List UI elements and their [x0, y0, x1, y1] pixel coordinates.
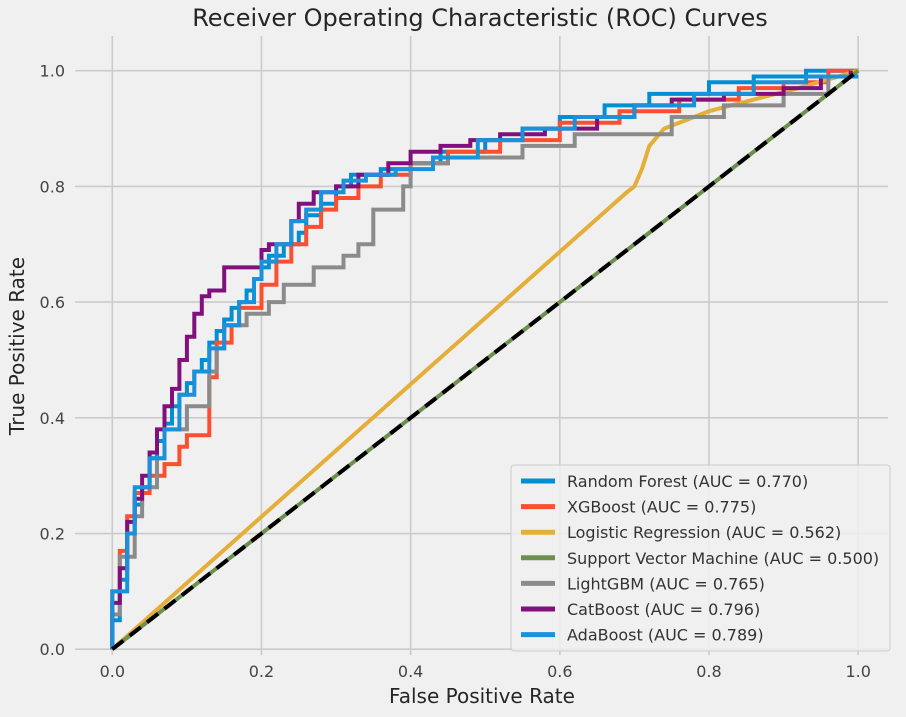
- legend: Random Forest (AUC = 0.770) XGBoost (AUC …: [510, 464, 891, 652]
- tick-labels: 0.0 0.2 0.4 0.6 0.8 1.0 0.0 0.2 0.4 0.6 0.8 1.0: [40, 62, 871, 681]
- series-line-5: [110, 74, 859, 650]
- legend-label-1: Random Forest (AUC = 0.770): [567, 472, 808, 491]
- reference-diagonal: [111, 69, 860, 651]
- legend-label-3: Logistic Regression (AUC = 0.562): [567, 523, 841, 542]
- x-axis-label: False Positive Rate: [389, 684, 575, 708]
- x-tick-label: 1.0: [845, 662, 870, 681]
- y-tick-label: 0.2: [40, 525, 65, 544]
- chart-title: Receiver Operating Characteristic (ROC) …: [192, 4, 768, 32]
- legend-box: [510, 464, 891, 652]
- y-tick-label: 0.6: [40, 293, 65, 312]
- legend-label-2: XGBoost (AUC = 0.775): [567, 498, 756, 517]
- y-tick-label: 0.8: [40, 177, 65, 196]
- legend-label-7: AdaBoost (AUC = 0.789): [567, 626, 764, 645]
- legend-label-4: Support Vector Machine (AUC = 0.500): [567, 549, 879, 568]
- x-tick-label: 0.2: [249, 662, 274, 681]
- x-tick-label: 0.6: [547, 662, 572, 681]
- legend-label-5: LightGBM (AUC = 0.765): [567, 574, 765, 593]
- series-line-7: [110, 74, 859, 650]
- y-tick-label: 1.0: [40, 62, 65, 81]
- x-tick-label: 0.0: [100, 662, 125, 681]
- y-tick-label: 0.4: [40, 409, 65, 428]
- x-tick-label: 0.4: [398, 662, 423, 681]
- legend-label-6: CatBoost (AUC = 0.796): [567, 600, 760, 619]
- series-lines: [110, 68, 860, 651]
- y-tick-label: 0.0: [40, 640, 65, 659]
- x-tick-label: 0.8: [696, 662, 721, 681]
- y-axis-label: True Positive Rate: [5, 257, 29, 436]
